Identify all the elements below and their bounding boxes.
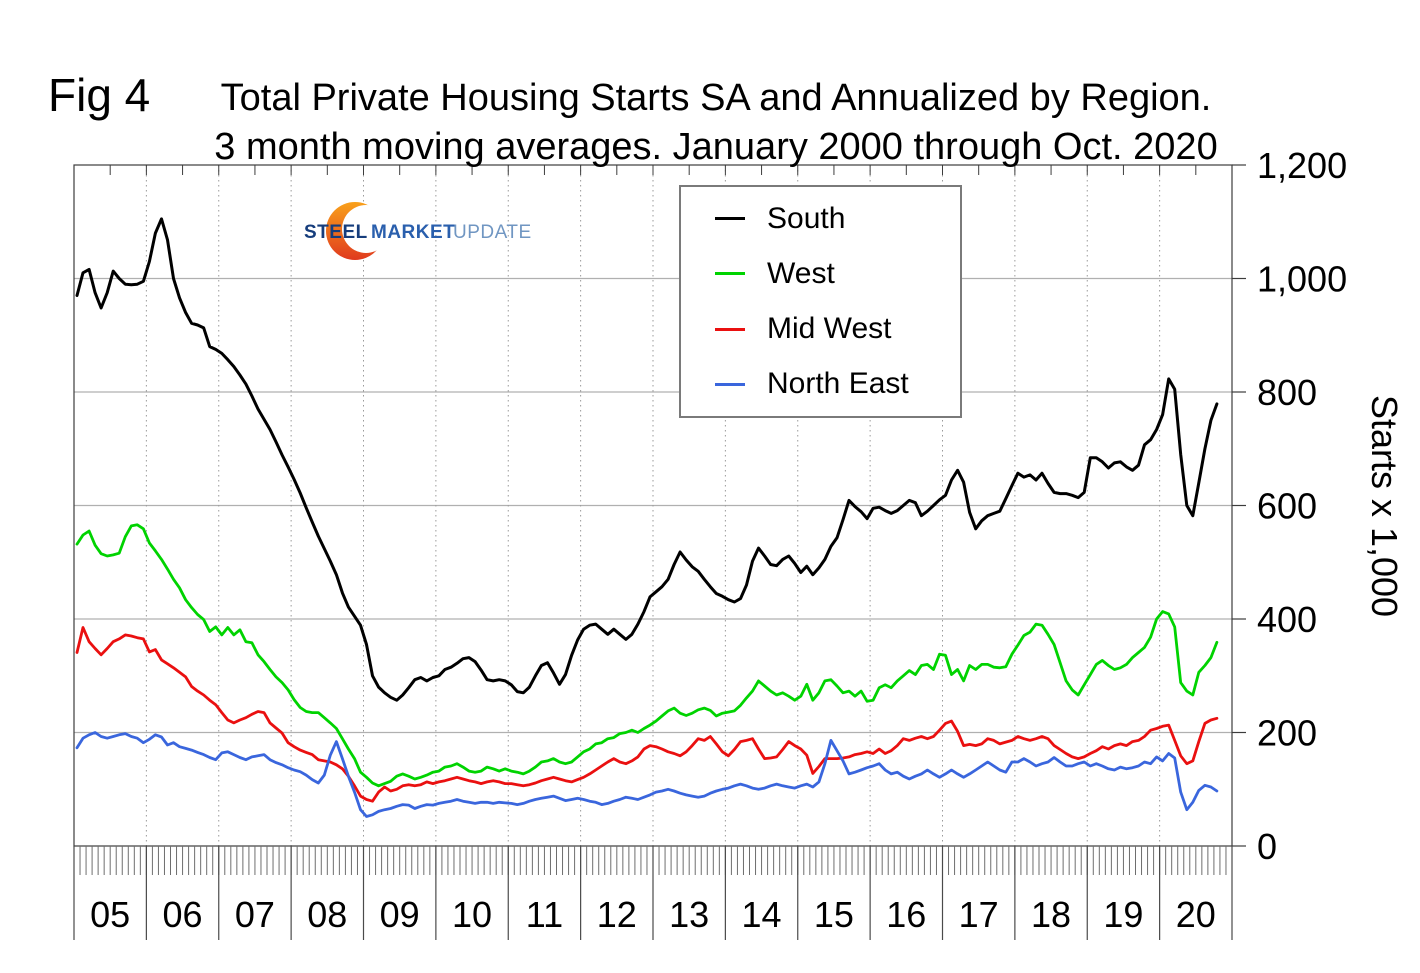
y-tick-label: 600 bbox=[1257, 486, 1317, 527]
x-year-label: 13 bbox=[669, 894, 709, 935]
legend-item-south: South bbox=[681, 193, 960, 245]
logo-crescent-cut bbox=[342, 205, 390, 253]
x-year-label: 14 bbox=[742, 894, 782, 935]
x-year-label: 19 bbox=[1103, 894, 1143, 935]
logo-word-steel: STEEL bbox=[304, 222, 368, 243]
legend-line-south bbox=[715, 217, 745, 221]
y-tick-label: 400 bbox=[1257, 599, 1317, 640]
series-line-mid-west bbox=[75, 626, 1219, 803]
y-tick-label: 1,000 bbox=[1257, 259, 1347, 300]
y-tick-label: 800 bbox=[1257, 372, 1317, 413]
chart-title: Total Private Housing Starts SA and Annu… bbox=[130, 74, 1302, 172]
x-year-label: 06 bbox=[163, 894, 203, 935]
legend-item-west: West bbox=[681, 248, 960, 300]
x-year-label: 20 bbox=[1176, 894, 1216, 935]
series-line-north-east bbox=[75, 731, 1219, 818]
y-tick-label: 200 bbox=[1257, 713, 1317, 754]
x-year-label: 15 bbox=[814, 894, 854, 935]
x-year-label: 12 bbox=[597, 894, 637, 935]
y-axis-title: Starts x 1,000 bbox=[1364, 395, 1405, 617]
figure-label: Fig 4 bbox=[48, 69, 151, 121]
y-tick-label: 0 bbox=[1257, 826, 1277, 867]
x-year-label: 11 bbox=[526, 894, 563, 935]
y-tick-label: 1,200 bbox=[1257, 145, 1347, 186]
legend-label-south: South bbox=[767, 201, 846, 235]
legend-label-west: West bbox=[767, 256, 835, 290]
legend-label-northeast: North East bbox=[767, 367, 909, 401]
legend-item-midwest: Mid West bbox=[681, 303, 960, 355]
x-year-label: 07 bbox=[235, 894, 275, 935]
legend-line-midwest bbox=[715, 327, 745, 331]
x-year-label: 18 bbox=[1031, 894, 1071, 935]
logo-word-market: MARKET bbox=[371, 222, 455, 243]
x-year-label: 09 bbox=[380, 894, 420, 935]
logo-word-update: UPDATE bbox=[453, 222, 532, 243]
legend-item-northeast: North East bbox=[681, 358, 960, 410]
steel-market-update-logo: STEEL MARKET UPDATE bbox=[304, 202, 532, 260]
chart-title-line1: Total Private Housing Starts SA and Annu… bbox=[220, 77, 1212, 119]
legend-line-west bbox=[715, 272, 745, 276]
series-line-west bbox=[75, 523, 1219, 788]
x-year-label: 10 bbox=[452, 894, 492, 935]
x-year-label: 17 bbox=[959, 894, 999, 935]
chart-title-line2: 3 month moving averages. January 2000 th… bbox=[214, 126, 1218, 168]
x-year-label: 16 bbox=[886, 894, 926, 935]
x-year-label: 08 bbox=[307, 894, 347, 935]
legend-line-northeast bbox=[715, 382, 745, 386]
x-year-label: 05 bbox=[90, 894, 130, 935]
legend: South West Mid West North East bbox=[679, 185, 962, 418]
legend-label-midwest: Mid West bbox=[767, 312, 892, 346]
series-line-south bbox=[75, 217, 1219, 702]
